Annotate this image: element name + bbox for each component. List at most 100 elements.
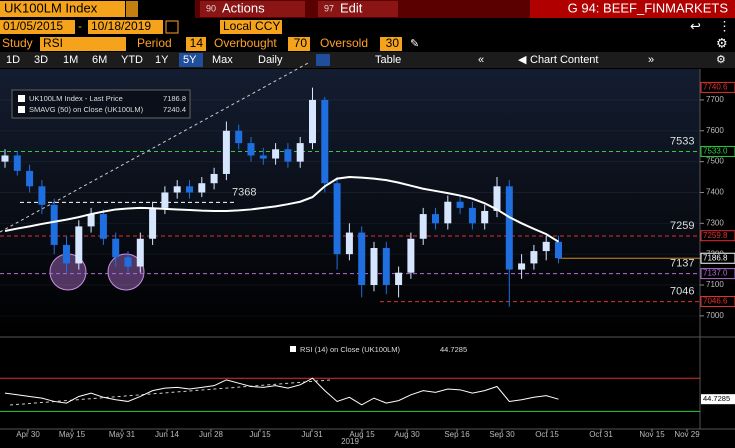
edit: Edit	[340, 0, 363, 15]
settings-icon[interactable]: ⚙	[716, 35, 728, 50]
legend-sma-name: SMAVG (50) on Close (UK100LM)	[29, 105, 144, 114]
actions-button[interactable]	[200, 1, 305, 17]
price-badge	[700, 81, 735, 93]
y-tick-label: 7100	[706, 280, 724, 289]
currency: Local CCY	[223, 19, 280, 33]
candle-body	[87, 214, 95, 227]
candle-body	[124, 257, 132, 267]
start-date-field[interactable]	[0, 20, 75, 34]
candle-body	[468, 207, 476, 224]
candle-body	[481, 210, 489, 224]
y-tick-label: 7500	[706, 157, 724, 166]
x-tick-label: Oct 15	[535, 430, 559, 439]
trend-line	[0, 61, 311, 233]
range-button[interactable]: YTD	[121, 54, 143, 66]
page-code: G 94: BEEF_FINMARKETS	[568, 0, 729, 15]
chart-content-icon[interactable]: ◀	[518, 54, 527, 66]
edit-code: 97	[324, 3, 334, 13]
candle-body	[26, 170, 34, 187]
calendar-icon[interactable]	[165, 20, 179, 34]
candle-body	[210, 173, 218, 184]
overbought-field[interactable]	[288, 37, 310, 51]
chart-content[interactable]: Chart Content	[530, 54, 598, 66]
candle-body	[284, 149, 292, 162]
price-badge-label: 7533.0	[703, 147, 728, 156]
candle-body	[321, 99, 329, 184]
legend-rsi-last: 44.7285	[440, 345, 467, 354]
candle-body	[530, 251, 538, 264]
price-badge-label: 7186.8	[703, 253, 728, 262]
end-date: 10/18/2019	[91, 19, 151, 33]
y-tick-label: 7700	[706, 95, 724, 104]
rsi-panel	[0, 339, 700, 429]
level-label: 7137	[670, 258, 694, 270]
legend-swatch	[18, 106, 25, 113]
x-tick-label: Oct 31	[589, 430, 613, 439]
candle-body	[296, 143, 304, 162]
study-label: Study	[2, 36, 33, 50]
edit-button[interactable]	[318, 1, 398, 17]
price-badge	[700, 268, 735, 280]
rsi-badge	[701, 394, 735, 405]
table[interactable]: Table	[375, 54, 401, 66]
range-button[interactable]: 3D	[34, 54, 48, 66]
legend-price-name: UK100LM Index - Last Price	[29, 94, 123, 103]
period-field[interactable]	[186, 37, 206, 51]
year-label: 2019	[341, 437, 359, 446]
y-tick-label: 7600	[706, 126, 724, 135]
level-label: 7046	[670, 286, 694, 298]
candle-body	[493, 186, 501, 211]
candle-body	[370, 248, 378, 286]
edit-icon[interactable]: ✎	[410, 38, 419, 50]
candle-body	[186, 186, 193, 193]
y-tick-label: 7400	[706, 188, 724, 197]
x-tick-label: Aug 30	[394, 430, 420, 439]
candle-body	[38, 186, 46, 205]
oversold-field[interactable]	[380, 37, 402, 51]
range-button[interactable]: 5Y	[183, 54, 197, 66]
level-label: 7368	[232, 186, 256, 198]
range-button[interactable]: 1D	[6, 54, 20, 66]
menu-icon[interactable]: ⋮	[718, 18, 731, 33]
legend-sma-last: 7240.4	[163, 105, 186, 114]
currency-field[interactable]	[220, 20, 282, 34]
legend-swatch	[18, 95, 25, 102]
range-button[interactable]: 6M	[92, 54, 107, 66]
legend-price-last: 7186.8	[163, 94, 186, 103]
candle-body	[136, 238, 144, 267]
range-button[interactable]: 1Y	[155, 54, 169, 66]
y-tick-label: 7300	[706, 218, 724, 227]
x-tick-label: Nov 15	[639, 430, 665, 439]
frequency[interactable]: Daily	[258, 54, 283, 66]
chart-type-icon[interactable]	[316, 54, 330, 66]
legend-box	[11, 89, 191, 119]
collapse-icon[interactable]: «	[478, 54, 484, 66]
selected-range	[179, 53, 203, 67]
candle-body	[432, 214, 439, 224]
expand-icon[interactable]: »	[648, 54, 654, 66]
x-tick-label: Jun 14	[155, 430, 180, 439]
undo-icon[interactable]: ↩	[690, 18, 701, 33]
security-dropdown[interactable]	[126, 1, 138, 17]
range-button[interactable]: 1M	[63, 54, 78, 66]
chart-settings-icon[interactable]: ⚙	[716, 54, 726, 66]
x-tick-label: May 15	[59, 430, 86, 439]
level-label: 7533	[670, 135, 694, 147]
candle-body	[407, 238, 415, 273]
y-tick-label: 7000	[706, 311, 724, 320]
end-date-field[interactable]	[88, 20, 163, 34]
candle-body	[309, 99, 316, 144]
candle-body	[395, 272, 403, 286]
candle-body	[259, 155, 267, 159]
candle-body	[358, 232, 366, 286]
oversold-label: Oversold	[320, 36, 368, 50]
legend-rsi-name: RSI (14) on Close (UK100LM)	[300, 345, 401, 354]
rsi-line	[4, 377, 559, 406]
x-tick-label: May 31	[109, 430, 136, 439]
study-field[interactable]	[40, 37, 126, 51]
candle-body	[235, 130, 243, 144]
security-field[interactable]	[0, 1, 125, 17]
range-button[interactable]: Max	[212, 54, 233, 66]
actions-code: 90	[206, 3, 216, 13]
